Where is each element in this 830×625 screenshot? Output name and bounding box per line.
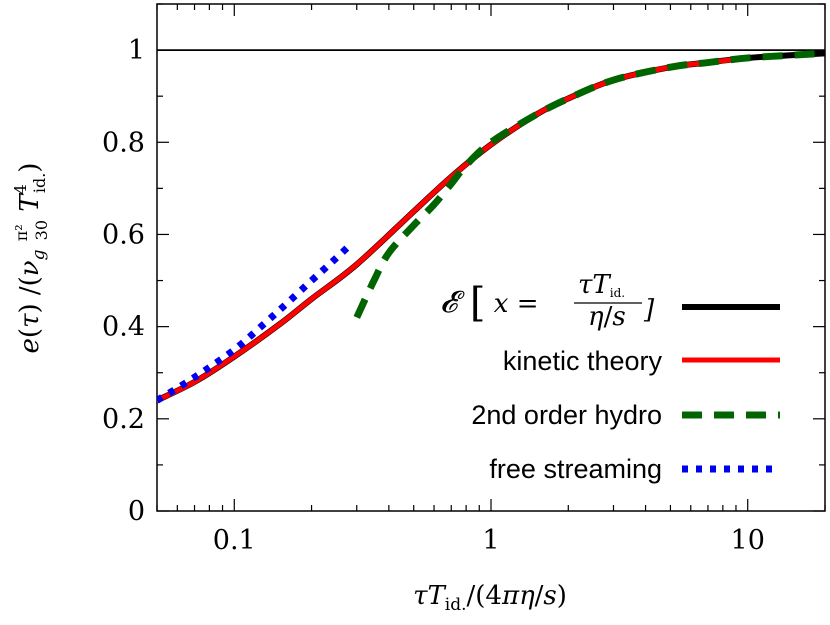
y-tick-label: 0.4 — [102, 312, 145, 343]
plot-frame — [156, 3, 826, 512]
tick-labels: 0.1 1 10 0 0.2 0.4 0.6 0.8 1 — [102, 35, 765, 556]
x-tick-label: 10 — [731, 525, 765, 556]
legend: 𝓔 [ x = τTid. η/s ] kinetic theory 2nd o… — [440, 270, 780, 484]
y-tick-label: 1 — [128, 35, 145, 66]
series-group — [157, 49, 825, 404]
svg-text:τTid./(4πη/s): τTid./(4πη/s) — [413, 581, 567, 615]
axis-ticks — [156, 3, 826, 512]
legend-label-free-streaming: free streaming — [489, 454, 662, 484]
y-axis-label: e(τ) /(νg π²30 T4id.) — [11, 163, 51, 354]
y-tick-label: 0.6 — [102, 219, 145, 250]
y-tick-label: 0 — [128, 496, 145, 527]
svg-text:𝓔 [ x =: 𝓔 [ x = — [440, 280, 539, 326]
legend-label-kinetic-theory: kinetic theory — [503, 346, 663, 376]
x-axis-label: τTid./(4πη/s) — [413, 581, 567, 615]
x-tick-label: 0.1 — [213, 525, 256, 556]
legend-item-2: kinetic theory — [503, 346, 780, 376]
svg-text:τTid.: τTid. — [578, 270, 625, 300]
x-tick-label: 1 — [482, 525, 499, 556]
series-exact — [157, 50, 825, 404]
legend-item-1: 𝓔 [ x = τTid. η/s ] — [440, 270, 780, 332]
svg-text:η/s: η/s — [588, 302, 626, 332]
legend-item-4: free streaming — [489, 454, 780, 484]
legend-label-2nd-order-hydro: 2nd order hydro — [471, 400, 662, 430]
series-free-streaming — [157, 243, 352, 404]
legend-item-3: 2nd order hydro — [471, 400, 780, 430]
svg-text:e(τ) /(νg π²30 T4id.): e(τ) /(νg π²30 T4id.) — [11, 163, 51, 354]
y-tick-label: 0.2 — [102, 404, 145, 435]
y-tick-label: 0.8 — [102, 127, 145, 158]
svg-text:]: ] — [643, 295, 655, 325]
